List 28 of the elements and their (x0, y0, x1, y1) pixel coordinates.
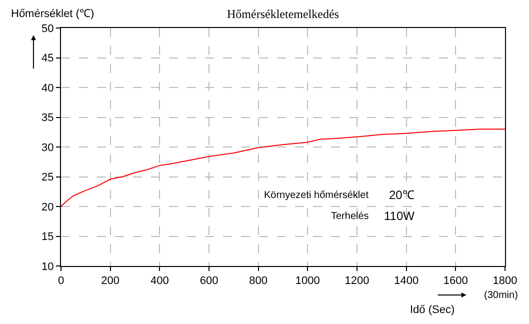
y-tick-label: 25 (42, 172, 54, 184)
y-tick-label: 30 (42, 142, 54, 154)
y-tick-label: 15 (42, 231, 54, 244)
x-tick-label: 1200 (344, 275, 370, 288)
x-tick-label: 800 (249, 275, 268, 288)
x-tick-label: 0 (58, 275, 64, 288)
y-tick-label: 35 (42, 112, 54, 124)
y-tick-label: 20 (42, 201, 54, 214)
chart-title: Hőmérsékletemelkedés (227, 7, 340, 21)
annotation: Terhelés (331, 211, 369, 222)
annotation: 20℃ (389, 188, 414, 202)
x-tick-label: 1400 (394, 275, 419, 288)
y-tick-label: 40 (42, 82, 54, 94)
x-tick-label: 1800 (492, 275, 518, 288)
x-axis-title: Idő (Sec) (410, 304, 455, 316)
annotation: 110W (384, 209, 416, 223)
x-tick-label: 400 (150, 275, 169, 288)
y-tick-label: 50 (42, 22, 54, 35)
x-tick-label: 600 (200, 275, 218, 288)
text: (30min) (484, 290, 518, 301)
line-series (61, 128, 505, 207)
annotation: Környezeti hőmérséklet (264, 190, 369, 201)
y-axis-title: Hőmérséklet (℃) (11, 8, 94, 20)
x-tick-label: 200 (101, 275, 120, 288)
y-tick-label: 45 (42, 52, 54, 65)
y-tick-label: 10 (42, 260, 54, 273)
x-tick-label: 1000 (295, 275, 320, 288)
x-tick-label: 1600 (443, 275, 468, 288)
